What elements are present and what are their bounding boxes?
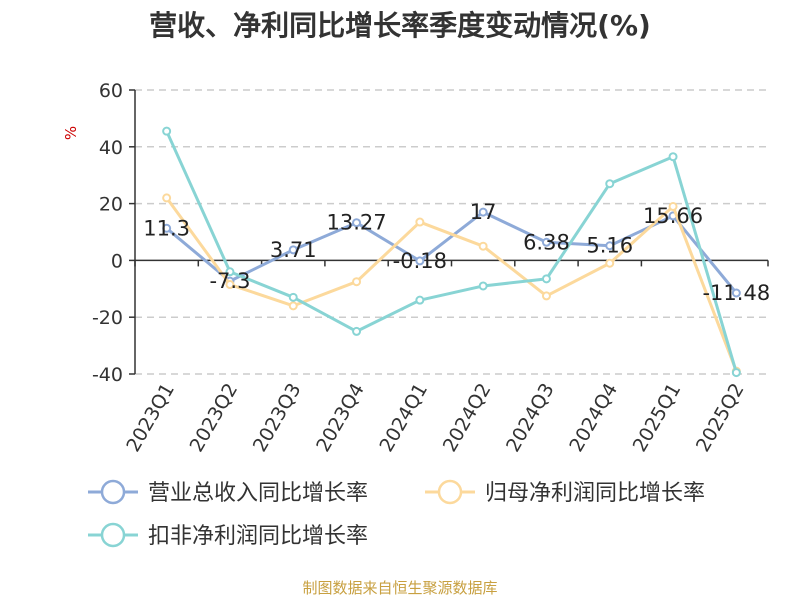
x-tick-label: 2024Q2 — [439, 380, 496, 456]
data-label: -11.48 — [702, 281, 770, 305]
x-tick-label: 2024Q3 — [502, 380, 559, 456]
data-point — [352, 277, 362, 287]
series-line-3 — [165, 130, 738, 374]
data-point — [541, 291, 551, 301]
data-point — [352, 326, 362, 336]
data-point — [731, 368, 741, 378]
legend-swatch-marker — [437, 479, 463, 505]
chart-title: 营收、净利同比增长率季度变动情况(%) — [149, 9, 651, 42]
data-point — [162, 223, 172, 233]
x-tick-label: 2024Q1 — [375, 380, 432, 456]
legend-item-1[interactable]: 营业总收入同比增长率 — [88, 479, 368, 506]
x-tick-label: 2025Q1 — [629, 380, 686, 456]
data-point — [415, 256, 425, 266]
data-point — [668, 201, 678, 211]
data-label: 11.3 — [143, 216, 190, 240]
source-note: 制图数据来自恒生聚源数据库 — [302, 579, 498, 597]
data-point — [415, 295, 425, 305]
data-point — [541, 237, 551, 247]
x-tick-label: 2024Q4 — [565, 380, 622, 456]
series-lines — [162, 126, 741, 378]
data-label: 3.71 — [270, 238, 317, 262]
legend-swatch-marker — [100, 522, 126, 548]
data-point — [605, 179, 615, 189]
data-label: 17 — [470, 200, 497, 224]
data-point — [478, 207, 488, 217]
data-point — [541, 274, 551, 284]
x-tick-label: 2025Q2 — [692, 380, 749, 456]
data-point — [162, 193, 172, 203]
x-tick-label: 2023Q4 — [312, 380, 369, 456]
y-tick-label: 0 — [111, 250, 123, 272]
data-point — [731, 288, 741, 298]
data-point — [605, 258, 615, 268]
data-point — [478, 241, 488, 251]
data-label: 15.66 — [643, 204, 703, 228]
data-label: 6.38 — [523, 230, 570, 254]
y-tick-label: -40 — [92, 364, 123, 386]
data-label: 5.16 — [586, 234, 633, 258]
data-point — [352, 218, 362, 228]
data-label: -7.3 — [209, 269, 250, 293]
data-point — [162, 126, 172, 136]
series-line-2 — [165, 197, 738, 372]
data-point — [288, 301, 298, 311]
data-label: -0.18 — [393, 249, 447, 273]
data-point — [478, 281, 488, 291]
legend-label: 营业总收入同比增长率 — [148, 481, 368, 506]
x-tick-label: 2023Q2 — [186, 380, 243, 456]
data-point — [415, 217, 425, 227]
y-axis-unit-label: % — [62, 126, 80, 140]
data-point — [288, 292, 298, 302]
y-tick-label: 60 — [99, 80, 123, 102]
data-label: 13.27 — [326, 211, 386, 235]
y-tick-label: 40 — [99, 137, 123, 159]
legend-swatch-marker — [100, 479, 126, 505]
data-point — [288, 245, 298, 255]
data-point — [605, 241, 615, 251]
x-tick-label: 2023Q1 — [122, 380, 179, 456]
legend-label: 归母净利润同比增长率 — [485, 481, 705, 506]
legend-item-2[interactable]: 归母净利润同比增长率 — [425, 479, 705, 506]
legend-item-3[interactable]: 扣非净利润同比增长率 — [88, 522, 368, 549]
data-point — [668, 152, 678, 162]
data-labels: 11.3 -7.3 3.71 13.27 -0.18 17 6.38 5.16 15.66 -11… — [143, 200, 770, 305]
y-tick-label: -20 — [92, 307, 123, 329]
data-point — [225, 267, 235, 277]
x-tick-label: 2023Q3 — [249, 380, 306, 456]
data-point — [225, 280, 235, 290]
series-line-1 — [165, 210, 738, 294]
grid-lines — [135, 89, 768, 375]
y-tick-label: 20 — [99, 194, 123, 216]
legend-label: 扣非净利润同比增长率 — [148, 524, 368, 549]
